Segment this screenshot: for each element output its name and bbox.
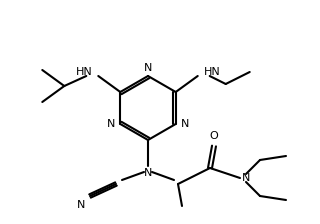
Text: N: N bbox=[242, 173, 250, 183]
Text: HN: HN bbox=[204, 67, 220, 77]
Text: N: N bbox=[144, 63, 152, 73]
Text: N: N bbox=[144, 168, 152, 178]
Text: O: O bbox=[210, 131, 218, 141]
Text: N: N bbox=[107, 119, 115, 129]
Text: N: N bbox=[76, 200, 85, 210]
Text: N: N bbox=[181, 119, 189, 129]
Text: HN: HN bbox=[76, 67, 92, 77]
